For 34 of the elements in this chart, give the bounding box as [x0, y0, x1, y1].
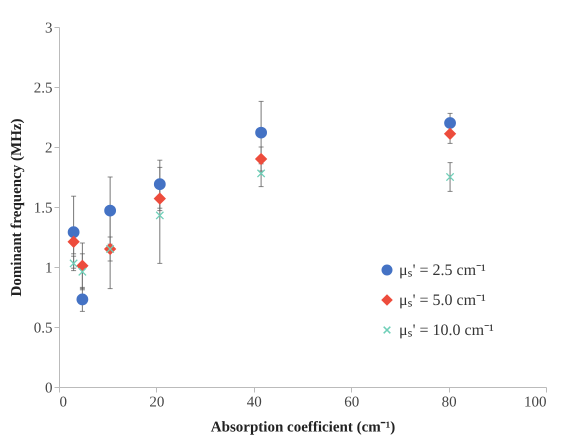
x-tick-label: 40: [246, 394, 262, 410]
point: [68, 236, 80, 248]
legend-label: μₛ' = 5.0 cm⁻¹: [399, 292, 486, 309]
x-tick-label: 60: [344, 394, 360, 410]
x-tick-label: 80: [442, 394, 457, 410]
y-axis-title: Dominant frequency (MHz): [8, 118, 25, 297]
y-tick-label: 1: [45, 260, 52, 276]
y-tick-label: 2: [45, 140, 52, 156]
point: [155, 211, 164, 220]
x-tick-label: 100: [524, 394, 546, 410]
y-tick-label: 2.5: [34, 80, 52, 96]
point: [76, 294, 88, 306]
y-tick-label: 1.5: [34, 200, 52, 216]
point: [444, 117, 456, 129]
x-tick-label: 20: [149, 394, 164, 410]
y-tick-label: 0.5: [34, 320, 52, 336]
point: [76, 260, 88, 272]
point: [69, 259, 78, 268]
point: [255, 126, 267, 138]
legend-label: μₛ' = 10.0 cm⁻¹: [399, 322, 494, 339]
legend-label: μₛ' = 2.5 cm⁻¹: [399, 262, 486, 279]
point: [444, 128, 456, 140]
point: [154, 192, 166, 204]
x-tick-label: 0: [60, 394, 67, 410]
y-tick-label: 3: [45, 20, 52, 36]
point: [68, 226, 80, 238]
point: [78, 267, 87, 276]
point: [154, 178, 166, 190]
point: [256, 169, 266, 178]
point: [255, 153, 267, 165]
y-tick-label: 0: [45, 380, 52, 396]
point: [446, 172, 454, 182]
x-axis-title: Absorption coefficient (cm⁻¹): [210, 420, 396, 436]
point: [104, 204, 116, 216]
